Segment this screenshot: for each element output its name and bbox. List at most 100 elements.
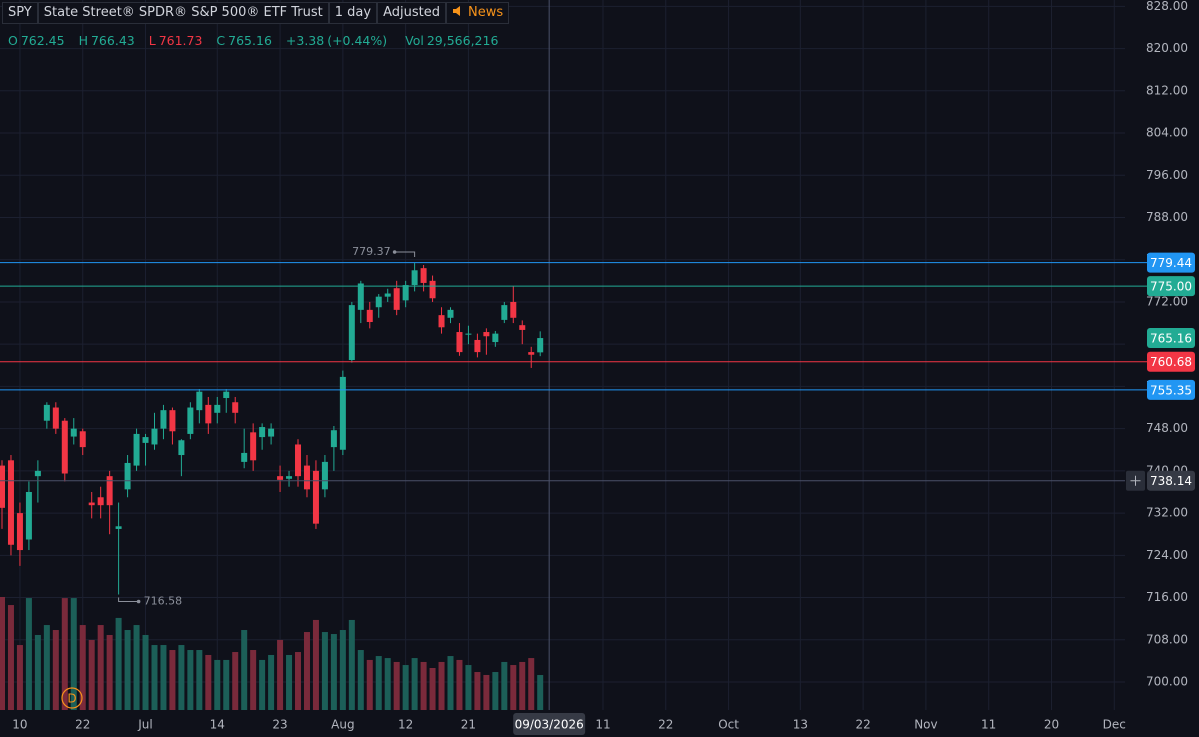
x-tick-label: Oct [718,718,739,732]
x-tick-label: 22 [658,718,673,732]
candle-body [510,301,517,318]
crosshair-y-label: 738.14 [1150,474,1192,488]
volume-bar [25,598,32,710]
volume-bar [88,639,95,710]
price-box [1147,351,1195,372]
candle-body [7,460,14,545]
volume-bar [16,645,23,710]
x-tick-label: 12 [398,718,413,732]
x-tick-label: 20 [1044,718,1059,732]
candle-body [25,491,32,540]
volume-bar [501,661,508,710]
x-tick-label: Aug [331,718,354,732]
ohlc-legend: O 762.45 H 766.43 L 761.73 C 765.16 +3.38 (+0… [8,33,501,48]
symbol[interactable]: SPY [2,2,38,24]
interval[interactable]: 1 day [328,2,378,24]
candle-body [178,440,185,456]
price-box [1147,379,1195,400]
volume-bar [106,634,113,710]
y-tick-label: 820.00 [1146,41,1188,55]
candle-body [259,427,266,438]
candle-body [411,270,418,286]
candle-body [187,407,194,434]
volume-bar [420,661,427,710]
volume-bar [303,632,310,710]
x-tick-label: 23 [272,718,287,732]
candle-body [286,476,293,479]
dividend-icon [61,687,83,709]
volume-bar [223,659,230,710]
adjustment[interactable]: Adjusted [377,2,446,24]
candle-body [402,285,409,301]
candle-body [330,430,337,448]
o-value: 762.45 [20,33,65,48]
change-pct: (+0.44%) [327,33,388,48]
candle-body [34,470,41,477]
marker-line [394,251,416,258]
candle-body [447,309,454,318]
x-tick-label: 13 [793,718,808,732]
candle-body [268,428,275,437]
c-key: C [216,33,226,48]
x-tick-label: 22 [855,718,870,732]
volume-bar [411,658,418,710]
candle-body [106,476,113,506]
volume-bar [214,659,221,710]
volume-bar [492,672,499,710]
candle-body [321,461,328,490]
price-box [1147,328,1195,349]
y-tick-label: 772.00 [1146,294,1188,308]
candle-body [537,338,544,353]
news[interactable]: News [445,2,510,24]
candle-body [196,391,203,411]
candle-body [97,497,104,506]
x-tick-label: 11 [981,718,996,732]
y-tick-label: 700.00 [1146,675,1188,689]
candle-body [501,305,508,320]
x-tick-label: 21 [461,718,476,732]
candle-body [61,420,68,474]
volume-bar [483,674,490,710]
news-label: News [467,5,504,20]
x-tick-label: 11 [595,718,610,732]
candle-body [115,526,122,529]
y-tick-label: 812.00 [1146,83,1188,97]
h-value: 766.43 [90,33,135,48]
x-tick-label: 14 [210,718,225,732]
price-label: 760.68 [1150,355,1192,369]
x-tick-label: 10 [12,718,27,732]
crosshair-y-box [1147,470,1195,491]
volume-bar [339,630,346,710]
price-label: 755.35 [1150,383,1192,397]
volume-bar [456,659,463,710]
candle-body [214,404,221,413]
candle-body [169,410,176,432]
marker-dot [392,250,397,254]
candle-body [348,305,355,361]
x-tick-label: Jul [137,718,152,732]
volume-bar [393,661,400,710]
candle-body [438,315,445,328]
volume-bar [169,650,176,710]
l-key: L [148,33,156,48]
volume-bar [447,656,454,710]
volume-bar [330,634,337,710]
candle-body [339,376,346,450]
y-tick-label: 788.00 [1146,210,1188,224]
toolbar: SPY State Street® SPDR® S&P 500® ETF Tru… [2,2,510,24]
candle-body [366,309,373,323]
marker-dot [136,599,141,604]
candle-body [88,502,95,506]
volume-bar [160,645,167,710]
volume-bar [79,625,86,710]
volume-bar [178,645,185,710]
crosshair-x-box [513,713,586,735]
y-tick-label: 796.00 [1146,168,1188,182]
candle-body [465,333,472,335]
volume-bar [97,625,104,710]
candle-body [474,339,481,353]
volume-bar [259,659,266,710]
candle-body [492,333,499,343]
instrument-name[interactable]: State Street® SPDR® S&P 500® ETF Trust [37,2,329,24]
y-tick-label: 732.00 [1146,506,1188,520]
